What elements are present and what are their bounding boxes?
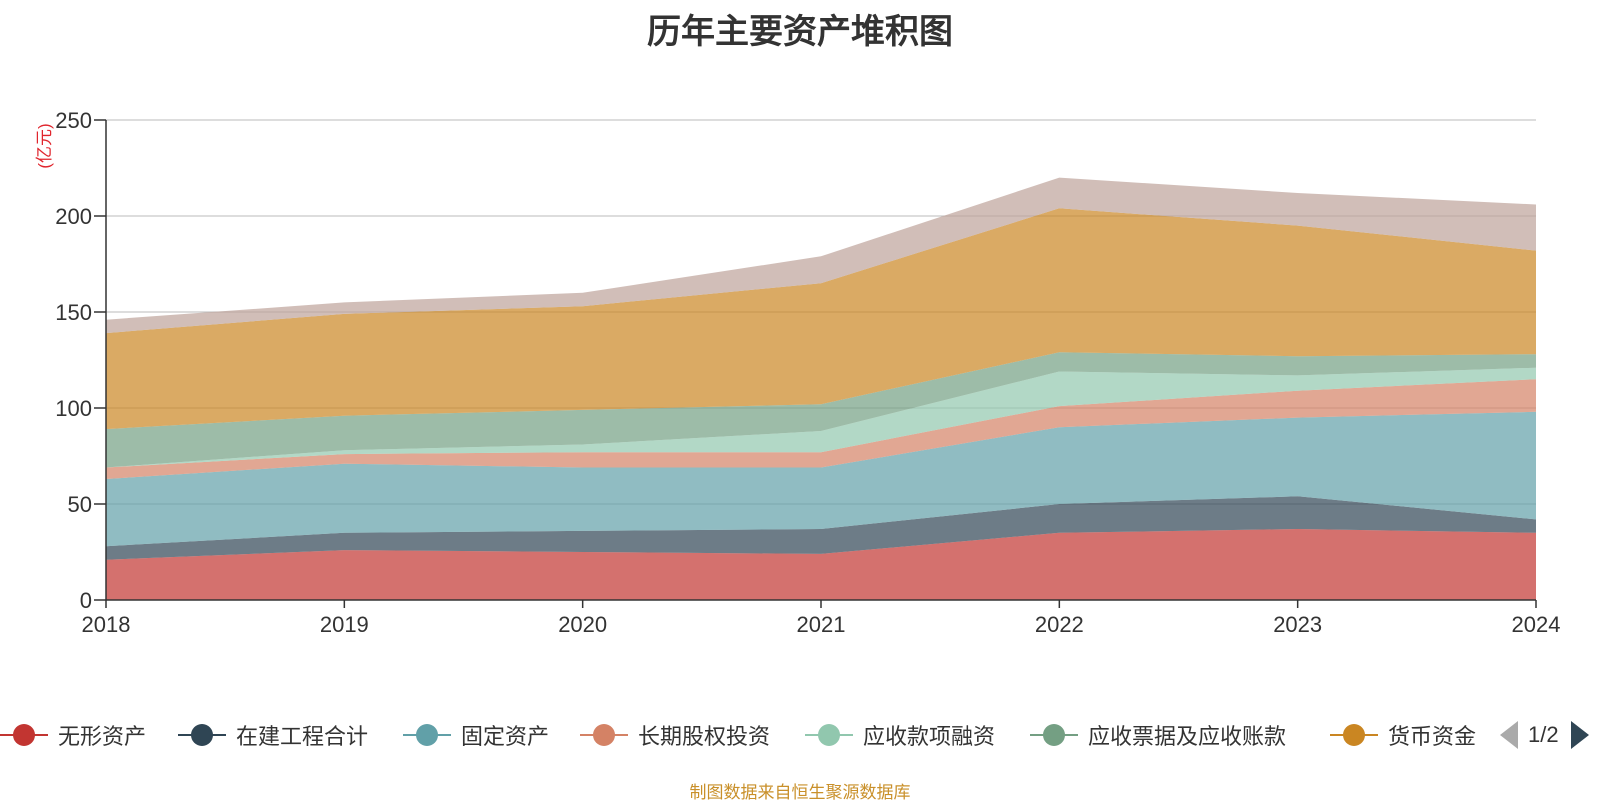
legend-marker-icon: [805, 718, 853, 752]
legend-marker-icon: [403, 718, 451, 752]
area-series-0: [106, 529, 1536, 600]
legend-marker-icon: [1030, 718, 1078, 752]
area-series-7: [106, 177, 1536, 334]
legend-marker-icon: [0, 718, 48, 752]
y-tick-label: 250: [55, 108, 92, 133]
x-tick-label: 2024: [1512, 612, 1561, 637]
legend-page-indicator: 1/2: [1528, 722, 1559, 747]
legend: 无形资产 在建工程合计 固定资产 长期股权投资 应收款项融资: [0, 718, 1600, 752]
legend-marker-icon: [1330, 718, 1378, 752]
legend-item-long-term-equity-investment[interactable]: 长期股权投资: [580, 718, 770, 752]
x-tick-label: 2021: [797, 612, 846, 637]
legend-label: 长期股权投资: [638, 724, 771, 749]
area-series-2: [106, 411, 1536, 547]
area-series-3: [106, 379, 1536, 479]
y-tick-label: 150: [55, 300, 92, 325]
stacked-area-chart: 0 50 100 150 200 250 2018 2019 2020 2021 2022 2023 2…: [35, 108, 1561, 637]
legend-marker-icon: [178, 718, 226, 752]
legend-label: 应收款项融资: [863, 724, 996, 749]
x-tick-label: 2022: [1035, 612, 1084, 637]
x-tick-label: 2023: [1273, 612, 1322, 637]
legend-label: 无形资产: [58, 724, 147, 749]
area-series-5: [106, 352, 1536, 468]
x-tick-label: 2019: [320, 612, 369, 637]
legend-item-receivables-financing[interactable]: 应收款项融资: [805, 718, 995, 752]
next-page-icon[interactable]: [1570, 721, 1589, 749]
area-series-1: [106, 496, 1536, 560]
legend-item-notes-and-accounts-receivable[interactable]: 应收票据及应收账款: [1030, 718, 1286, 752]
legend-item-construction-in-progress[interactable]: 在建工程合计: [178, 718, 368, 752]
legend-item-intangible-assets[interactable]: 无形资产: [0, 718, 146, 752]
area-series-6: [106, 208, 1536, 430]
y-tick-label: 0: [80, 588, 92, 613]
y-tick-label: 200: [55, 204, 92, 229]
y-tick-label: 100: [55, 396, 92, 421]
x-tick-label: 2020: [558, 612, 607, 637]
chart-title: 历年主要资产堆积图: [647, 13, 953, 51]
legend-marker-icon: [580, 718, 628, 752]
x-tick-label: 2018: [82, 612, 131, 637]
y-tick-label: 50: [68, 492, 92, 517]
legend-pager: 1/2: [1500, 718, 1589, 752]
area-series-4: [106, 367, 1536, 468]
legend-label: 应收票据及应收账款: [1088, 724, 1287, 749]
y-axis-unit-label: (亿元): [35, 123, 54, 168]
legend-label: 货币资金: [1388, 724, 1477, 749]
legend-label: 在建工程合计: [236, 724, 369, 749]
legend-item-monetary-funds[interactable]: 货币资金: [1330, 718, 1476, 752]
legend-label: 固定资产: [461, 724, 550, 749]
prev-page-icon[interactable]: [1500, 721, 1518, 749]
legend-item-fixed-assets[interactable]: 固定资产: [403, 718, 549, 752]
data-source-note: 制图数据来自恒生聚源数据库: [689, 783, 911, 802]
